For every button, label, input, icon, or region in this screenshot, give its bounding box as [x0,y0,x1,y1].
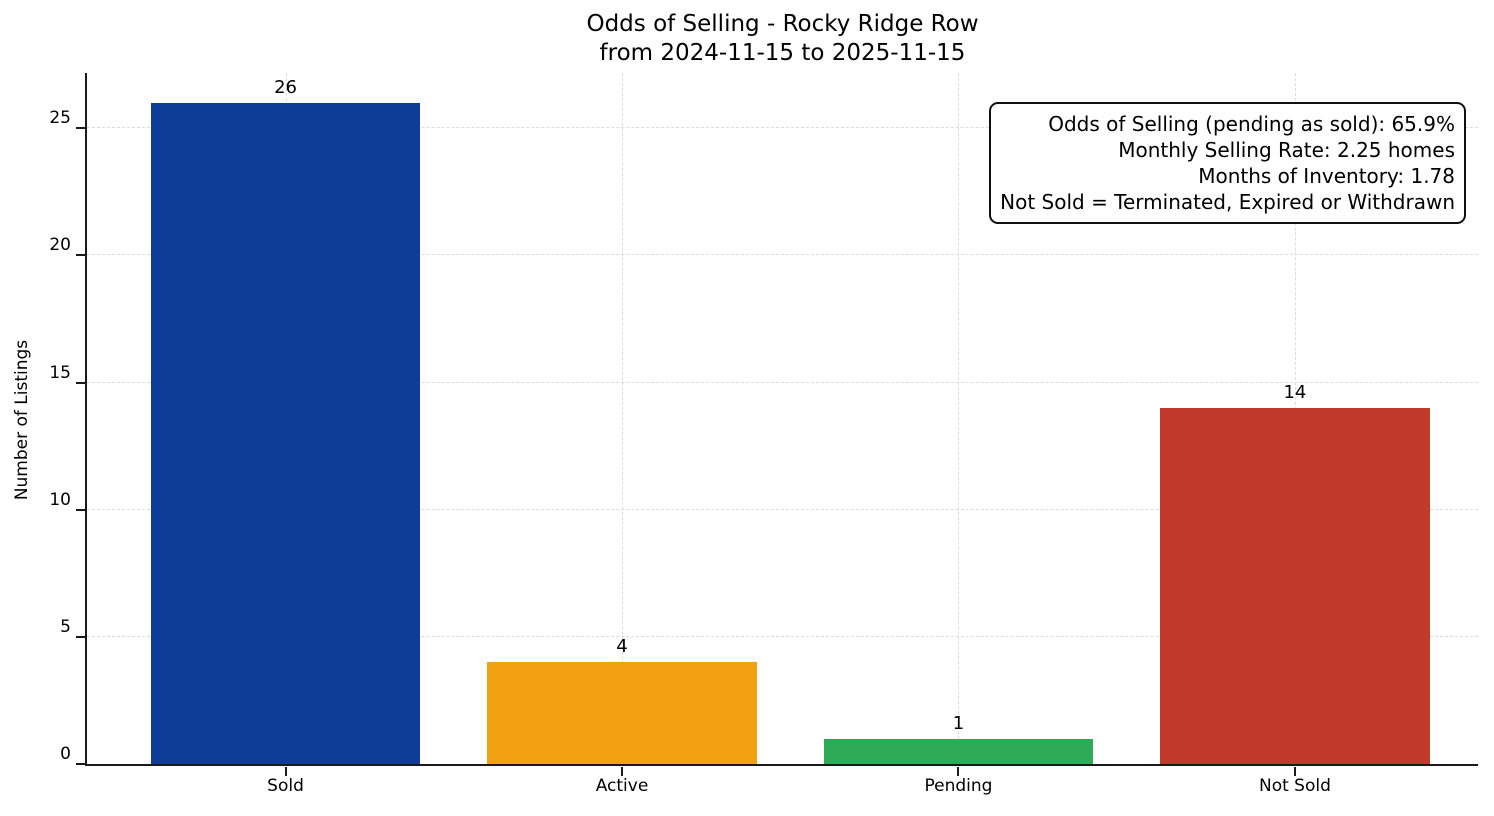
bar-value-label-sold: 26 [274,76,297,98]
bar-pending [823,738,1094,764]
xtick-label-pending: Pending [924,776,993,796]
hgridline-10 [87,508,1478,510]
chart-title-line2: from 2024-11-15 to 2025-11-15 [599,40,966,66]
ytick-label-15: 15 [49,362,71,383]
xtick-label-sold: Sold [267,776,304,796]
ytick-label-25: 25 [49,108,71,129]
ytick-label-5: 5 [60,616,71,637]
bar-value-label-not-sold: 14 [1283,381,1307,403]
chart-title: Odds of Selling - Rocky Ridge Row from 2… [85,10,1480,68]
annotation-line-months-inventory: Months of Inventory: 1.78 [1198,164,1455,188]
bar-not-sold [1160,407,1430,764]
vgridline-pending [958,73,960,764]
bar-sold [150,102,421,764]
y-axis-label: Number of Listings [12,339,32,501]
bar-active [487,662,757,764]
ytick-mark-25 [76,127,85,130]
ytick-label-20: 20 [49,235,71,256]
xtick-mark-pending [957,767,960,776]
ytick-mark-5 [76,635,85,638]
annotation-box: Odds of Selling (pending as sold): 65.9%… [989,102,1466,224]
xtick-mark-active [620,767,623,776]
annotation-line-odds: Odds of Selling (pending as sold): 65.9% [1048,112,1455,136]
hgridline-20 [87,254,1478,256]
xtick-label-active: Active [595,776,649,796]
xtick-label-not-sold: Not Sold [1258,776,1331,796]
annotation-line-monthly-rate: Monthly Selling Rate: 2.25 homes [1118,138,1455,162]
hgridline-5 [87,635,1478,637]
ytick-mark-20 [76,254,85,257]
chart-title-line1: Odds of Selling - Rocky Ridge Row [586,11,979,37]
xtick-mark-not-sold [1293,767,1296,776]
bar-value-label-active: 4 [616,636,628,658]
ytick-label-10: 10 [49,489,71,510]
ytick-mark-0 [76,763,85,765]
xtick-mark-sold [284,767,287,776]
ytick-mark-15 [76,381,85,384]
hgridline-25 [87,127,1478,129]
vgridline-active [621,73,623,764]
plot-area: Odds of Selling (pending as sold): 65.9%… [49,73,1478,796]
annotation-line-not-sold-definition: Not Sold = Terminated, Expired or Withdr… [1000,190,1455,214]
bar-value-label-pending: 1 [952,712,965,734]
hgridline-15 [87,381,1478,383]
ytick-mark-10 [76,508,85,511]
ytick-label-0: 0 [60,744,71,764]
